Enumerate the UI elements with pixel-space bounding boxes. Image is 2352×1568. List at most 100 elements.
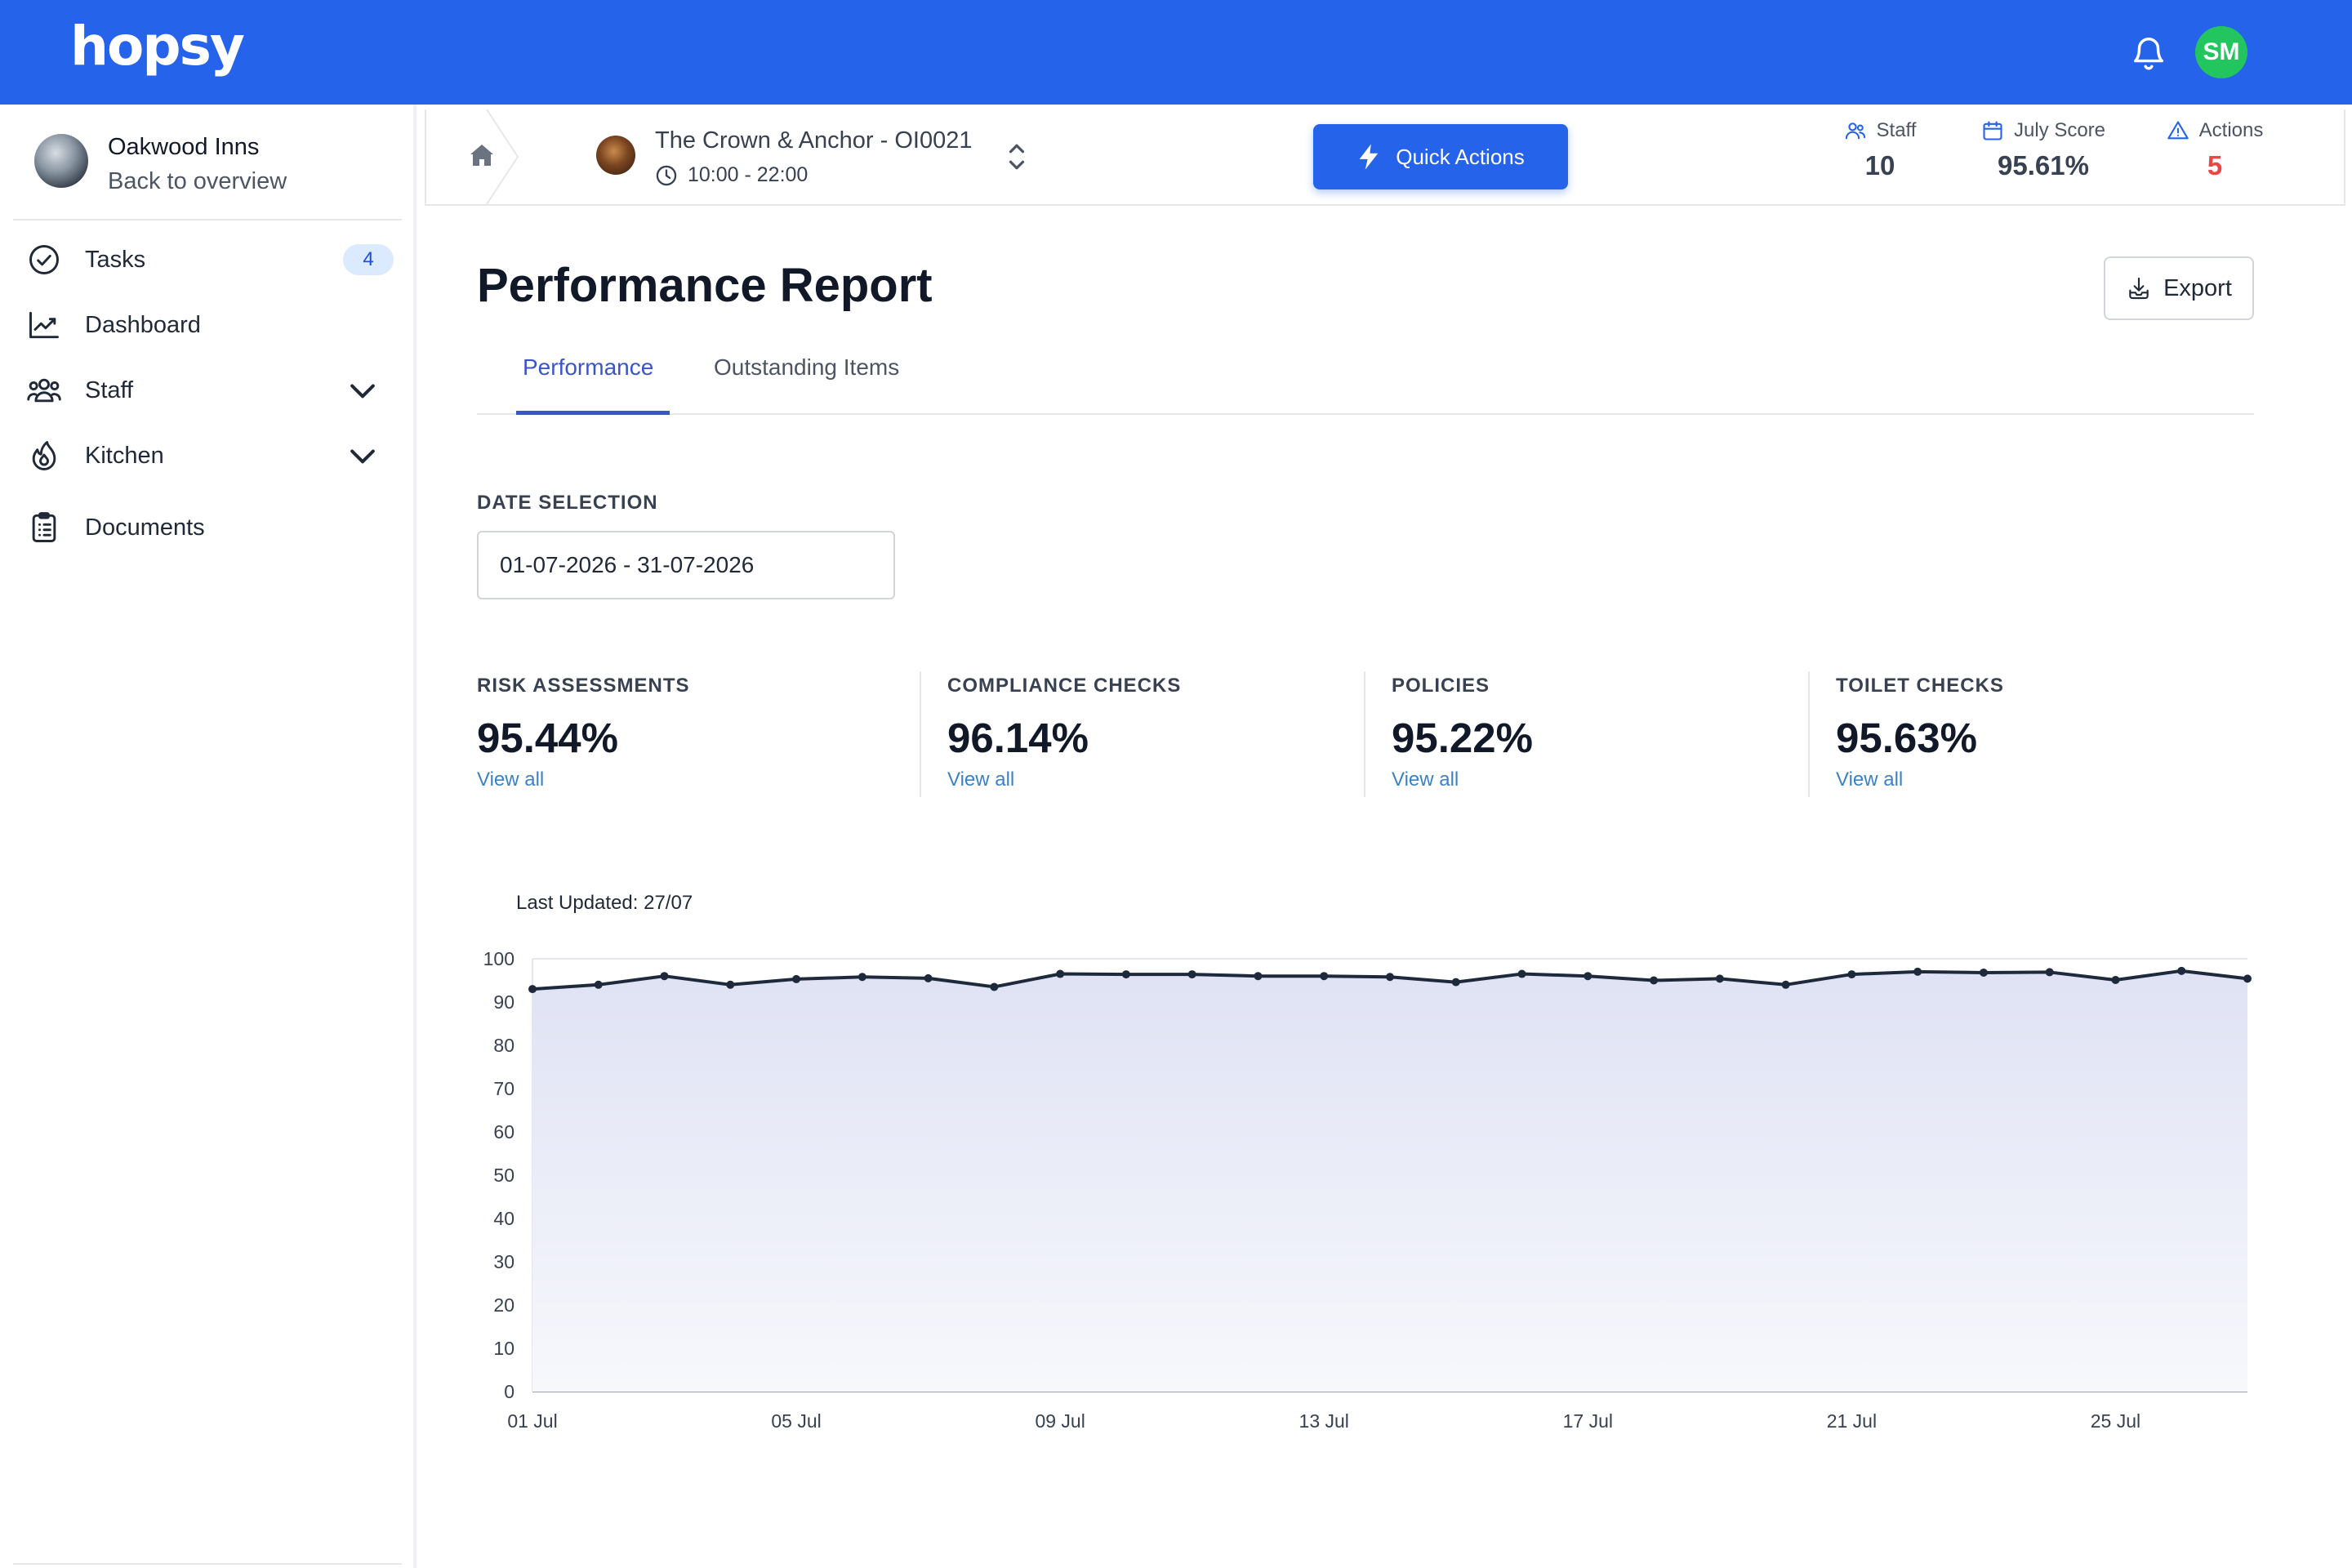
- sidebar: Oakwood Inns Back to overview Tasks 4 Da…: [0, 105, 416, 1568]
- date-selection-label: DATE SELECTION: [477, 492, 658, 514]
- active-tab-indicator: [516, 411, 670, 415]
- stat-value: 5: [2207, 150, 2223, 180]
- tab-outstanding-items[interactable]: Outstanding Items: [714, 354, 900, 380]
- view-all-link[interactable]: View all: [1836, 768, 1904, 791]
- x-tick-label: 17 Jul: [1563, 1410, 1613, 1432]
- date-range-input[interactable]: 01-07-2026 - 31-07-2026: [477, 531, 895, 599]
- site-name[interactable]: The Crown & Anchor - OI0021: [655, 127, 973, 154]
- view-all-link[interactable]: View all: [947, 768, 1015, 791]
- export-button[interactable]: Export: [2104, 256, 2254, 320]
- lightning-icon: [1359, 144, 1379, 170]
- quick-actions-label: Quick Actions: [1396, 144, 1525, 169]
- data-point: [1781, 980, 1790, 989]
- y-tick-label: 40: [493, 1208, 514, 1229]
- last-updated-label: Last Updated: 27/07: [516, 892, 693, 914]
- sidebar-item-label: Staff: [85, 376, 134, 403]
- y-tick-label: 0: [504, 1381, 514, 1402]
- data-point: [1320, 972, 1329, 981]
- data-point: [1451, 978, 1460, 987]
- performance-chart: 0 10 20 30 40 50 60 70 80 90 100 01 Jul 05 Jul 09 Ju…: [483, 948, 2252, 1432]
- chart-line-icon: [29, 311, 59, 339]
- data-point: [2177, 966, 2186, 975]
- sidebar-item-label: Kitchen: [85, 442, 164, 469]
- data-point: [2243, 974, 2252, 983]
- home-icon: [470, 145, 493, 166]
- metric-value: 95.44%: [477, 715, 618, 761]
- metric-risk-assessments: RISK ASSESSMENTS 95.44% View all: [477, 675, 690, 791]
- chevron-down-icon[interactable]: [345, 372, 381, 408]
- tasks-count-badge: 4: [343, 244, 394, 275]
- y-tick-label: 10: [493, 1338, 514, 1359]
- x-tick-label: 05 Jul: [771, 1410, 821, 1432]
- org-avatar: [34, 134, 88, 188]
- top-bar: hopsy SM: [0, 0, 2352, 105]
- series-area: [532, 970, 2247, 1392]
- data-point: [990, 982, 999, 991]
- data-point: [1847, 970, 1856, 979]
- data-point: [1056, 969, 1065, 978]
- stat-value: 10: [1864, 150, 1895, 180]
- warning-icon: [2167, 121, 2189, 140]
- sidebar-item-staff[interactable]: Staff: [26, 366, 394, 415]
- clock-icon: [656, 165, 677, 185]
- view-all-link[interactable]: View all: [1392, 768, 1459, 791]
- stat-staff[interactable]: Staff 10: [1831, 119, 1929, 181]
- stat-actions[interactable]: Actions 5: [2149, 119, 2280, 181]
- app-logo[interactable]: hopsy: [70, 15, 245, 78]
- x-tick-label: 21 Jul: [1827, 1410, 1877, 1432]
- clipboard-icon: [32, 512, 56, 542]
- org-name: Oakwood Inns: [108, 134, 260, 160]
- data-point: [1517, 969, 1526, 978]
- view-all-link[interactable]: View all: [477, 768, 545, 791]
- metric-divider: [1364, 671, 1365, 797]
- sidebar-item-label: Documents: [85, 514, 205, 541]
- back-to-overview-link[interactable]: Back to overview: [108, 168, 287, 194]
- tab-performance[interactable]: Performance: [523, 354, 654, 380]
- data-point: [1187, 970, 1196, 979]
- sidebar-item-tasks[interactable]: Tasks 4: [26, 235, 394, 284]
- sidebar-item-dashboard[interactable]: Dashboard: [26, 301, 394, 350]
- metric-label: POLICIES: [1392, 675, 1490, 697]
- data-point: [1121, 970, 1130, 979]
- metric-value: 95.63%: [1836, 715, 1977, 761]
- page-title: Performance Report: [477, 259, 933, 312]
- x-tick-label: 13 Jul: [1299, 1410, 1349, 1432]
- data-point: [1254, 972, 1263, 981]
- quick-actions-button[interactable]: Quick Actions: [1313, 124, 1568, 189]
- export-label: Export: [2163, 274, 2232, 301]
- data-point: [1913, 967, 1922, 976]
- x-tick-label: 09 Jul: [1035, 1410, 1085, 1432]
- stat-label: Staff: [1876, 119, 1917, 141]
- metric-toilet-checks: TOILET CHECKS 95.63% View all: [1836, 675, 2004, 791]
- sidebar-item-documents[interactable]: Documents: [26, 503, 394, 552]
- stat-label: Actions: [2198, 119, 2264, 141]
- sidebar-divider: [13, 219, 402, 220]
- flame-icon: [32, 441, 56, 470]
- metric-value: 95.22%: [1392, 715, 1533, 761]
- site-header: The Crown & Anchor - OI0021 10:00 - 22:0…: [425, 109, 2345, 206]
- metric-divider: [1808, 671, 1810, 797]
- metric-label: RISK ASSESSMENTS: [477, 675, 690, 697]
- chevron-down-icon[interactable]: [345, 438, 381, 474]
- data-point: [792, 974, 801, 983]
- y-tick-label: 100: [483, 948, 514, 969]
- data-point: [924, 973, 933, 982]
- metric-label: COMPLIANCE CHECKS: [947, 675, 1182, 697]
- site-avatar: [596, 136, 635, 175]
- chevron-up-down-icon[interactable]: [1004, 140, 1029, 173]
- site-hours-text: 10:00 - 22:00: [688, 163, 808, 186]
- tabs-divider: [477, 413, 2254, 415]
- home-breadcrumb[interactable]: [426, 109, 541, 204]
- data-point: [858, 973, 866, 982]
- stat-july-score[interactable]: July Score 95.61%: [1962, 119, 2125, 181]
- metric-value: 96.14%: [947, 715, 1089, 761]
- data-point: [726, 980, 735, 989]
- bell-icon[interactable]: [2130, 33, 2167, 74]
- metric-divider: [920, 671, 921, 797]
- data-point: [1650, 976, 1659, 985]
- user-avatar[interactable]: SM: [2195, 26, 2247, 78]
- data-point: [594, 980, 603, 989]
- data-point: [1386, 973, 1394, 982]
- x-tick-label: 25 Jul: [2091, 1410, 2140, 1432]
- sidebar-item-kitchen[interactable]: Kitchen: [26, 431, 394, 480]
